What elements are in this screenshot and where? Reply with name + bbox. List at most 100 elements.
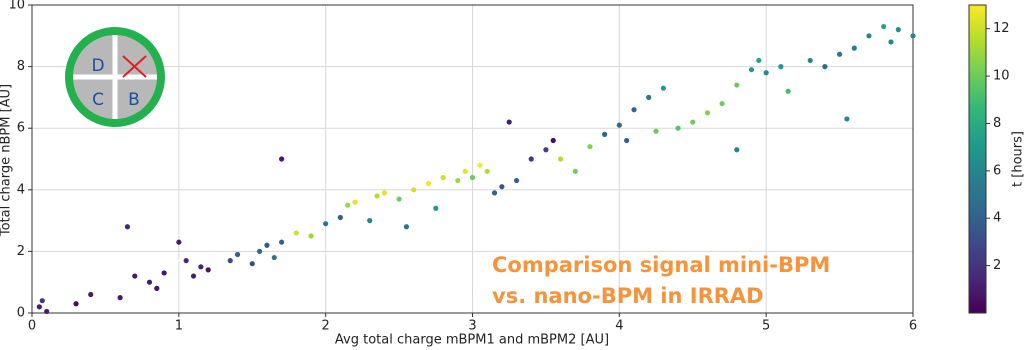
point xyxy=(308,233,314,239)
point xyxy=(763,70,769,76)
point xyxy=(895,27,901,33)
point xyxy=(572,168,578,174)
point xyxy=(190,273,197,279)
point xyxy=(279,239,285,245)
point xyxy=(616,122,622,128)
point xyxy=(866,33,872,39)
point xyxy=(146,279,153,285)
point xyxy=(198,264,204,270)
point xyxy=(602,131,608,137)
x-tick-label: 0 xyxy=(28,319,36,334)
point xyxy=(279,156,285,162)
y-tick-label: 6 xyxy=(17,121,25,136)
colorbar-tick-label: 10 xyxy=(993,69,1010,84)
point xyxy=(176,239,182,245)
point xyxy=(256,248,263,254)
point xyxy=(888,39,894,45)
y-tick-label: 4 xyxy=(17,182,25,197)
colorbar xyxy=(968,4,987,314)
y-tick-label: 0 xyxy=(17,306,25,321)
point xyxy=(337,214,343,221)
colorbar-tick-label: 12 xyxy=(993,21,1010,36)
point xyxy=(558,156,564,162)
colorbar-tick-label: 6 xyxy=(993,163,1001,178)
x-tick-label: 3 xyxy=(468,319,476,334)
point xyxy=(748,67,755,73)
point xyxy=(734,147,740,153)
point xyxy=(39,298,45,304)
point xyxy=(36,304,42,310)
x-tick-label: 1 xyxy=(175,319,183,334)
point xyxy=(249,261,255,267)
y-tick-label: 2 xyxy=(17,244,25,259)
y-tick-label: 10 xyxy=(8,0,25,13)
point xyxy=(528,156,534,162)
point xyxy=(403,224,410,230)
point xyxy=(161,270,167,276)
point xyxy=(543,147,549,153)
point xyxy=(704,110,711,116)
colorbar-tick-label: 2 xyxy=(993,258,1001,273)
point xyxy=(756,57,762,64)
point xyxy=(205,267,211,273)
point xyxy=(550,137,556,144)
point xyxy=(807,57,813,64)
point xyxy=(785,88,791,94)
point xyxy=(183,258,189,264)
icon-label: B xyxy=(128,90,140,110)
x-tick-label: 5 xyxy=(762,319,770,334)
colorbar-tick-label: 4 xyxy=(993,211,1001,226)
point xyxy=(851,45,857,51)
x-tick-label: 2 xyxy=(322,319,330,334)
point xyxy=(491,190,498,196)
point xyxy=(631,107,637,113)
point xyxy=(352,199,358,205)
icon: D C B xyxy=(65,27,165,127)
point xyxy=(484,168,490,174)
point xyxy=(124,224,131,230)
icon-label: C xyxy=(92,90,104,110)
point xyxy=(88,291,94,298)
point xyxy=(653,128,659,134)
point xyxy=(624,137,630,144)
point xyxy=(836,51,843,57)
point xyxy=(132,273,138,279)
point xyxy=(690,119,696,125)
colorbar-label: t [hours] xyxy=(1011,131,1025,187)
point xyxy=(477,162,483,168)
point xyxy=(675,125,681,131)
point xyxy=(734,82,740,88)
point xyxy=(264,242,270,248)
icon-label: D xyxy=(91,56,104,76)
point xyxy=(117,295,123,301)
point xyxy=(881,23,887,30)
point xyxy=(822,64,828,70)
x-tick-label: 6 xyxy=(909,319,917,334)
point xyxy=(411,187,417,193)
point xyxy=(367,218,373,224)
point xyxy=(506,119,512,125)
point xyxy=(271,254,277,261)
point xyxy=(425,181,432,187)
point xyxy=(234,251,241,258)
y-tick-label: 8 xyxy=(17,59,25,74)
point xyxy=(469,174,476,181)
x-tick-label: 4 xyxy=(615,319,623,334)
point xyxy=(227,258,233,264)
point xyxy=(154,285,160,291)
point xyxy=(910,33,916,39)
annotation: Comparison signal mini-BPM xyxy=(492,253,830,277)
point xyxy=(440,174,446,181)
x-axis-label: Avg total charge mBPM1 and mBPM2 [AU] xyxy=(335,333,609,348)
point xyxy=(433,205,439,211)
point xyxy=(844,116,850,122)
point xyxy=(587,144,593,150)
point xyxy=(660,85,666,91)
point xyxy=(345,202,351,208)
point xyxy=(513,177,520,184)
point xyxy=(44,308,50,315)
point xyxy=(462,168,468,174)
y-axis-label: Total charge nBPM [AU] xyxy=(0,84,14,237)
point xyxy=(396,196,402,202)
